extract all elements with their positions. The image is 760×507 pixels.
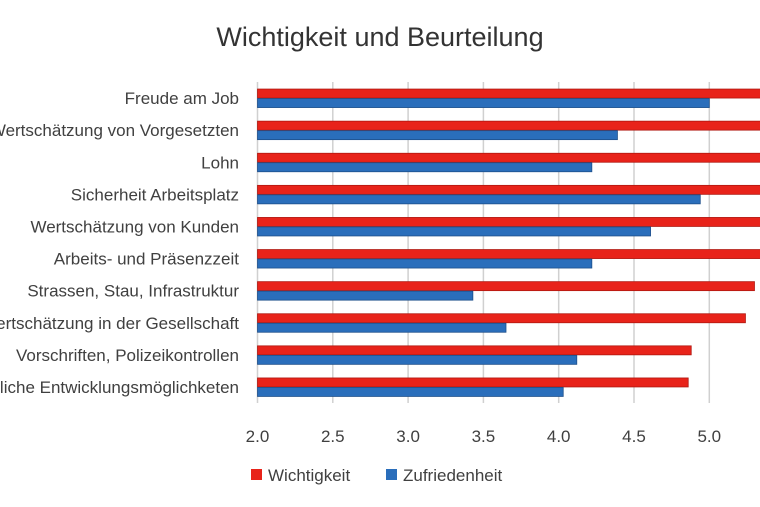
bar-wichtigkeit: [257, 345, 692, 356]
bar-wichtigkeit: [257, 152, 760, 163]
x-tick-label: 5.0: [697, 427, 721, 446]
category-labels: Freude am Job Wertschätzung von Vorgesetz…: [0, 89, 239, 397]
category-label: Vorschriften, Polizeikontrollen: [16, 346, 239, 365]
bar-wichtigkeit: [257, 88, 760, 99]
bar-wichtigkeit: [257, 120, 760, 131]
category-label: Arbeits- und Präsenzzeit: [54, 250, 239, 269]
bar-wichtigkeit: [257, 217, 760, 227]
x-tick-label: 3.5: [472, 427, 496, 446]
x-tick-label: 2.5: [321, 427, 345, 446]
bar-zufriedenheit: [257, 194, 701, 205]
bar-wichtigkeit: [257, 249, 760, 259]
bar-zufriedenheit: [257, 130, 618, 141]
bar-wichtigkeit: [257, 313, 746, 324]
x-tick-label: 4.5: [622, 427, 646, 446]
category-label: Freude am Job: [125, 89, 239, 108]
bar-zufriedenheit: [257, 226, 651, 237]
legend-label-zufriedenheit: Zufriedenheit: [403, 466, 503, 485]
category-label: Wertschätzung von Vorgesetzten: [0, 121, 239, 140]
category-label: Wertschätzung von Kunden: [30, 217, 239, 236]
bar-wichtigkeit: [257, 184, 760, 195]
legend: Wichtigkeit Zufriedenheit: [251, 466, 503, 485]
bars: [257, 88, 760, 397]
legend-swatch-zufriedenheit: [386, 469, 397, 480]
x-tick-labels: 2.0 2.5 3.0 3.5 4.0 4.5 5.0: [246, 427, 721, 446]
legend-swatch-wichtigkeit: [251, 469, 262, 480]
legend-label-wichtigkeit: Wichtigkeit: [268, 466, 350, 485]
bar-zufriedenheit: [257, 98, 710, 108]
bar-zufriedenheit: [257, 387, 564, 397]
category-label: Lohn: [201, 153, 239, 172]
bar-zufriedenheit: [257, 162, 593, 173]
bar-wichtigkeit: [257, 281, 755, 292]
category-label: Sicherheit Arbeitsplatz: [71, 185, 239, 204]
category-label: Wertschätzung in der Gesellschaft: [0, 314, 239, 333]
bar-zufriedenheit: [257, 322, 507, 333]
bar-zufriedenheit: [257, 354, 578, 365]
x-tick-label: 3.0: [396, 427, 420, 446]
bar-wichtigkeit: [257, 377, 689, 388]
chart-title: Wichtigkeit und Beurteilung: [216, 22, 543, 52]
bar-zufriedenheit: [257, 258, 593, 269]
x-tick-label: 2.0: [246, 427, 270, 446]
bar-zufriedenheit: [257, 290, 474, 301]
category-label: Berufliche Entwicklungsmöglichketen: [0, 378, 239, 397]
category-label: Strassen, Stau, Infrastruktur: [27, 282, 239, 301]
x-tick-label: 4.0: [547, 427, 571, 446]
